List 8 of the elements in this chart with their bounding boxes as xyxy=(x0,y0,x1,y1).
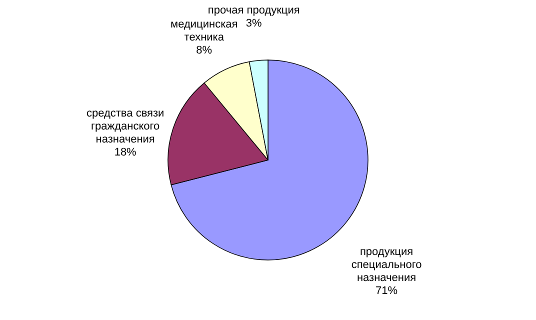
slice-label: продукция специального назначения xyxy=(351,246,422,284)
data-label: 71% xyxy=(376,284,398,297)
slice-label: медицинская техника xyxy=(170,18,238,44)
data-label: 8% xyxy=(196,44,212,56)
slice-label: средства связи гражданского назначения xyxy=(86,108,164,146)
data-label: 3% xyxy=(246,18,262,30)
slice-label: прочая продукция xyxy=(208,4,300,17)
data-label: 18% xyxy=(114,146,137,159)
